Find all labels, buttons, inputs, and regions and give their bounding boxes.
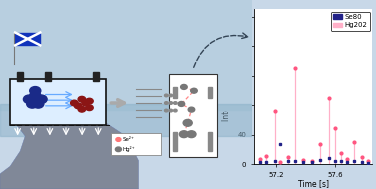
Circle shape <box>116 138 121 141</box>
Circle shape <box>33 100 44 108</box>
Text: Hg²⁺: Hg²⁺ <box>123 146 136 152</box>
Polygon shape <box>0 98 138 189</box>
Circle shape <box>169 109 173 112</box>
Circle shape <box>86 105 93 111</box>
Circle shape <box>165 109 168 112</box>
Circle shape <box>82 100 89 106</box>
Circle shape <box>174 109 177 112</box>
Bar <box>45 72 51 81</box>
Bar <box>93 72 99 81</box>
Bar <box>208 132 212 151</box>
Bar <box>10 79 106 125</box>
Bar <box>15 33 40 45</box>
Circle shape <box>187 131 196 138</box>
Bar <box>0 104 252 136</box>
Circle shape <box>78 106 86 112</box>
Circle shape <box>165 102 168 104</box>
Circle shape <box>169 102 173 104</box>
Circle shape <box>115 147 121 152</box>
X-axis label: Time [s]: Time [s] <box>297 180 329 188</box>
Circle shape <box>30 87 41 95</box>
Circle shape <box>174 102 177 104</box>
Circle shape <box>183 119 192 126</box>
Circle shape <box>180 84 187 89</box>
Circle shape <box>169 94 173 97</box>
Circle shape <box>165 94 168 97</box>
Bar <box>169 74 217 157</box>
Circle shape <box>78 96 86 102</box>
Bar <box>0 0 252 110</box>
Circle shape <box>74 103 82 109</box>
Circle shape <box>86 98 93 104</box>
Circle shape <box>27 100 38 108</box>
Bar <box>17 72 23 81</box>
Bar <box>111 133 161 155</box>
Circle shape <box>36 95 47 103</box>
Circle shape <box>71 100 78 106</box>
Bar <box>173 87 177 98</box>
Text: Se²⁺: Se²⁺ <box>123 137 135 142</box>
Circle shape <box>23 95 35 103</box>
Circle shape <box>30 91 41 100</box>
Legend: Se80, Hg202: Se80, Hg202 <box>331 12 370 31</box>
Circle shape <box>188 107 195 112</box>
Bar <box>173 132 177 151</box>
Circle shape <box>191 88 197 93</box>
Bar <box>208 87 212 98</box>
Circle shape <box>179 131 188 138</box>
Y-axis label: Intensity (counts): Intensity (counts) <box>222 53 231 121</box>
Circle shape <box>174 94 177 97</box>
Circle shape <box>178 101 185 106</box>
